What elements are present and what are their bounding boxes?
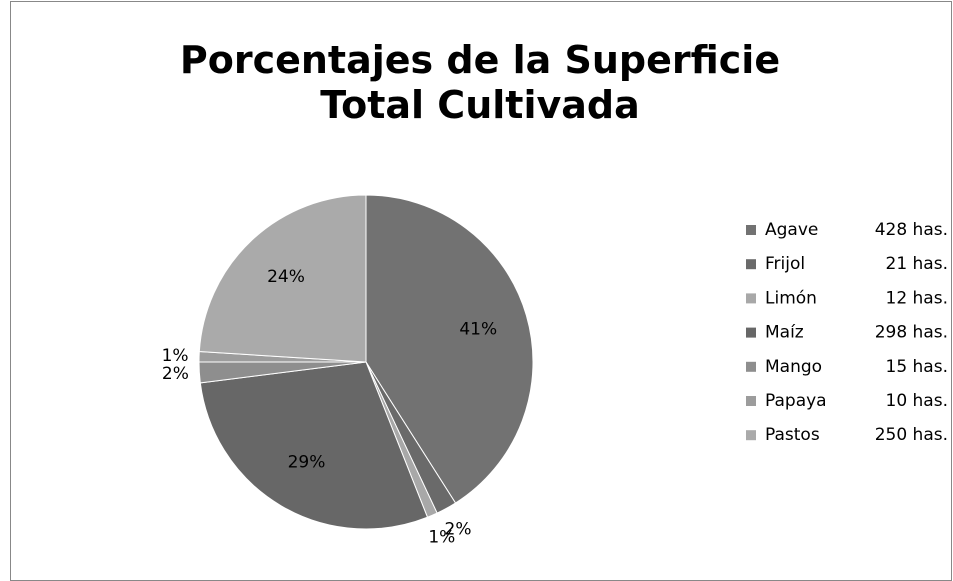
legend-label: Papaya <box>765 391 827 411</box>
legend-swatch <box>746 259 756 270</box>
legend-value: 10 has. <box>886 391 949 411</box>
data-label: 24% <box>267 267 305 287</box>
legend-label: Limón <box>765 288 817 308</box>
legend-label: Pastos <box>765 425 820 445</box>
legend-label: Maíz <box>765 323 804 343</box>
data-label: 2% <box>162 364 189 384</box>
legend-swatch <box>746 327 756 338</box>
legend-swatch <box>746 430 756 441</box>
legend-value: 250 has. <box>875 425 948 445</box>
pie-slice <box>198 194 367 363</box>
legend-label: Frijol <box>765 254 805 274</box>
legend-value: 21 has. <box>886 254 949 274</box>
data-label: 1% <box>428 527 455 547</box>
legend-swatch <box>746 361 756 372</box>
legend-label: Mango <box>765 357 822 377</box>
data-label: 41% <box>459 319 497 339</box>
pie-slice <box>199 361 429 530</box>
data-label: 29% <box>288 453 326 473</box>
data-label: 1% <box>162 346 189 366</box>
legend-swatch <box>746 396 756 406</box>
legend-label: Agave <box>765 220 818 240</box>
pie-slice <box>365 194 534 504</box>
legend-value: 15 has. <box>886 357 949 377</box>
legend-swatch <box>746 225 756 235</box>
data-label: 2% <box>445 519 472 539</box>
legend-value: 12 has. <box>886 288 949 308</box>
legend-value: 298 has. <box>875 323 948 343</box>
legend-value: 428 has. <box>875 220 948 240</box>
legend-swatch <box>746 293 756 304</box>
chart-title: Porcentajes de la Superficie Total Culti… <box>179 38 781 127</box>
